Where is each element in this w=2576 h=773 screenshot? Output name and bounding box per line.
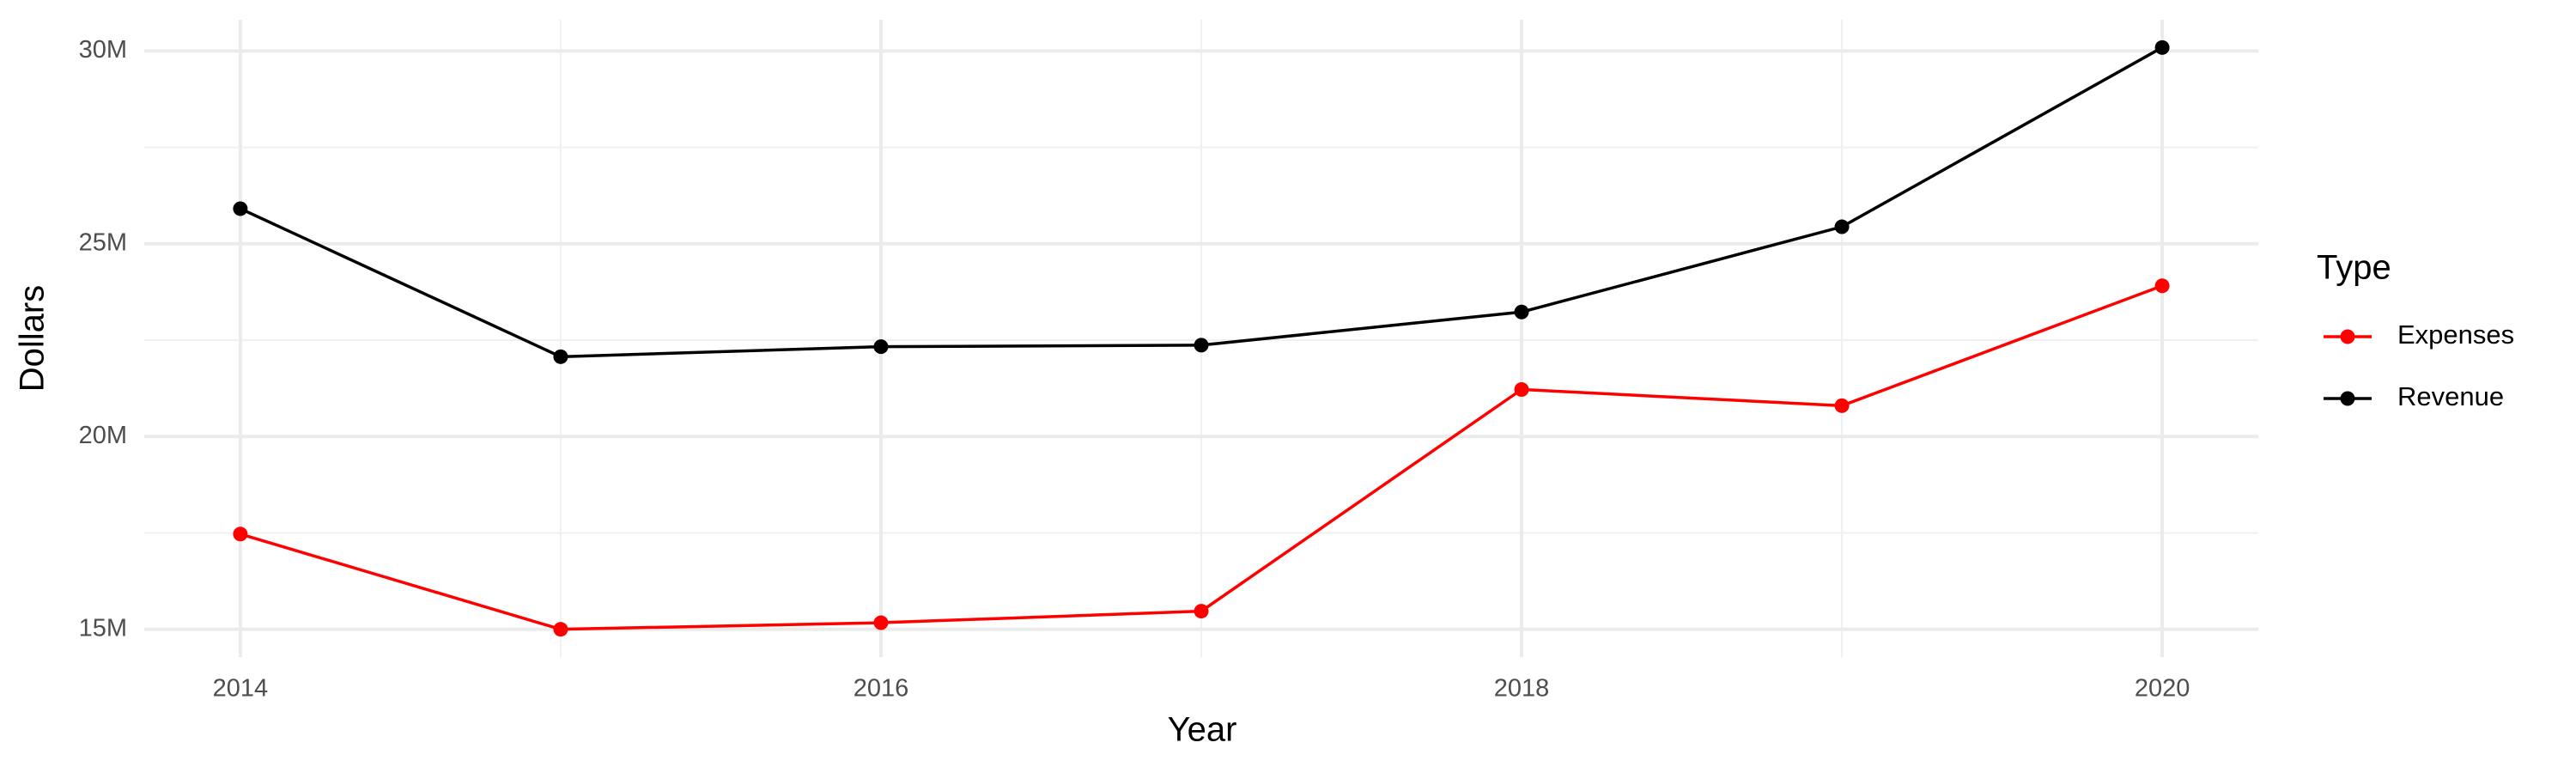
- point: [553, 622, 568, 637]
- point: [1194, 338, 1209, 353]
- point: [873, 339, 889, 355]
- legend-marker: [2340, 329, 2355, 344]
- point: [233, 201, 248, 216]
- legend-title: Type: [2317, 249, 2391, 287]
- point: [1834, 398, 1850, 413]
- point: [1194, 604, 1209, 619]
- point: [1514, 381, 1529, 397]
- legend-label: Revenue: [2397, 381, 2504, 411]
- y-tick-label: 15M: [79, 614, 127, 642]
- point: [553, 349, 568, 364]
- point: [873, 615, 889, 630]
- legend-marker: [2340, 391, 2355, 406]
- y-tick-label: 30M: [79, 36, 127, 64]
- x-axis-title: Year: [1168, 711, 1237, 749]
- x-tick-label: 2018: [1494, 675, 1550, 703]
- y-tick-label: 20M: [79, 422, 127, 449]
- x-tick-label: 2016: [854, 675, 909, 703]
- y-axis-title: Dollars: [14, 285, 52, 392]
- legend-label: Expenses: [2397, 320, 2514, 350]
- x-tick-label: 2020: [2135, 675, 2190, 703]
- y-tick-label: 25M: [79, 228, 127, 256]
- point: [1514, 304, 1529, 320]
- point: [2154, 278, 2170, 294]
- point: [2154, 40, 2170, 55]
- point: [1834, 219, 1850, 234]
- point: [233, 526, 248, 542]
- x-tick-label: 2014: [213, 675, 269, 703]
